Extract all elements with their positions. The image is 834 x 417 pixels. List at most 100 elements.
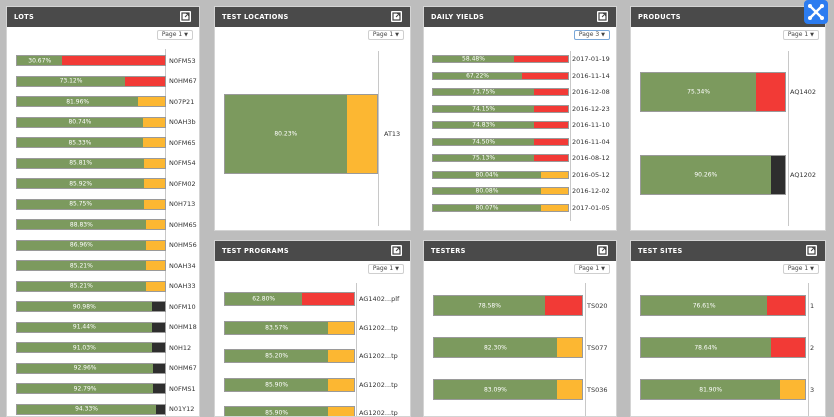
bar-row[interactable]: 85.21% N0AH33 — [16, 280, 199, 292]
yield-bar[interactable]: 78.64% — [640, 337, 806, 358]
yield-bar[interactable]: 81.96% — [16, 96, 166, 107]
yield-bar[interactable]: 74.83% — [432, 121, 569, 129]
page-selector[interactable]: Page 1 ▼ — [782, 264, 819, 274]
bar-row[interactable]: 80.23% AT13 — [224, 94, 410, 174]
yield-bar[interactable]: 86.96% — [16, 239, 166, 251]
bar-row[interactable]: 73.75% 2016-12-08 — [432, 88, 616, 96]
yield-bar[interactable]: 92.96% — [16, 362, 166, 374]
bar-row[interactable]: 85.90% AG1202...tp — [224, 377, 410, 392]
bar-row[interactable]: 85.92% N0FM02 — [16, 178, 199, 189]
yield-bar[interactable]: 80.07% — [432, 203, 569, 212]
bar-row[interactable]: 85.20% AG1202...tp — [224, 349, 410, 363]
yield-bar[interactable]: 85.33% — [16, 137, 166, 148]
panel-header: TESTERS — [424, 241, 616, 261]
expand-icon[interactable] — [391, 245, 402, 256]
yield-bar[interactable]: 81.90% — [640, 379, 806, 400]
bar-row[interactable]: 85.33% N0FM65 — [16, 137, 199, 148]
bar-row[interactable]: 80.74% N0AH3b — [16, 116, 199, 128]
yield-bar[interactable]: 74.50% — [432, 137, 569, 146]
yield-bar[interactable]: 85.81% — [16, 157, 166, 169]
bar-row[interactable]: 78.58% TS020 — [433, 295, 616, 316]
bar-row[interactable]: 88.83% N0HM65 — [16, 219, 199, 230]
yield-bar[interactable]: 92.79% — [16, 383, 166, 394]
yield-bar[interactable]: 73.12% — [16, 75, 166, 87]
yield-bar[interactable]: 85.75% — [16, 198, 166, 210]
yield-bar[interactable]: 75.13% — [432, 154, 569, 162]
bar-row[interactable]: 92.79% N0FMS1 — [16, 383, 199, 394]
expand-icon[interactable] — [391, 11, 402, 22]
bar-row[interactable]: 73.12% N0HM67 — [16, 75, 199, 87]
bar-label: 1 — [810, 301, 815, 310]
bar-row[interactable]: 91.44% N0HM18 — [16, 321, 199, 333]
bar-row[interactable]: 67.22% 2016-11-14 — [432, 71, 616, 80]
yield-bar[interactable]: 82.30% — [433, 337, 583, 358]
bar-row[interactable]: 75.13% 2016-08-12 — [432, 154, 616, 162]
page-selector[interactable]: Page 1 ▼ — [367, 30, 404, 40]
bar-row[interactable]: 74.83% 2016-11-10 — [432, 121, 616, 129]
page-selector[interactable]: Page 1 ▼ — [156, 30, 193, 40]
bar-row[interactable]: 80.08% 2016-12-02 — [432, 187, 616, 195]
page-selector[interactable]: Page 1 ▼ — [782, 30, 819, 40]
yield-bar[interactable]: 85.21% — [16, 260, 166, 271]
bar-row[interactable]: 94.33% N01Y12 — [16, 403, 199, 415]
yield-bar[interactable]: 78.58% — [433, 295, 583, 316]
yield-bar[interactable]: 80.23% — [224, 94, 378, 174]
bar-row[interactable]: 92.96% N0HM67 — [16, 362, 199, 374]
bar-row[interactable]: 85.75% N0H713 — [16, 198, 199, 210]
bar-row[interactable]: 81.96% N07P21 — [16, 96, 199, 107]
yield-bar[interactable]: 76.61% — [640, 295, 806, 316]
bar-row[interactable]: 76.61% 1 — [640, 295, 825, 316]
yield-bar[interactable]: 94.33% — [16, 403, 166, 415]
yield-bar[interactable]: 73.75% — [432, 88, 569, 96]
yield-bar[interactable]: 75.34% — [640, 72, 786, 112]
yield-bar[interactable]: 85.90% — [224, 377, 355, 392]
yield-bar[interactable]: 85.21% — [16, 280, 166, 292]
yield-bar[interactable]: 74.15% — [432, 104, 569, 113]
yield-bar[interactable]: 85.90% — [224, 406, 355, 416]
bar-row[interactable]: 75.34% AQ1402 — [640, 72, 825, 112]
yield-bar[interactable]: 90.98% — [16, 301, 166, 312]
yield-bar[interactable]: 83.57% — [224, 320, 355, 335]
yield-bar[interactable]: 90.26% — [640, 155, 786, 195]
yield-bar[interactable]: 91.03% — [16, 342, 166, 353]
bar-row[interactable]: 81.90% 3 — [640, 379, 825, 400]
page-selector[interactable]: Page 3 ▼ — [573, 30, 610, 40]
page-selector[interactable]: Page 1 ▼ — [367, 264, 404, 274]
app-logo[interactable] — [804, 0, 828, 24]
expand-icon[interactable] — [806, 245, 817, 256]
bar-row[interactable]: 74.50% 2016-11-04 — [432, 137, 616, 146]
yield-bar[interactable]: 62.80% — [224, 292, 355, 306]
yield-bar[interactable]: 91.44% — [16, 321, 166, 333]
bar-row[interactable]: 78.64% 2 — [640, 337, 825, 358]
bar-row[interactable]: 83.57% AG1202...tp — [224, 320, 410, 335]
bar-row[interactable]: 30.67% N0FM53 — [16, 55, 199, 66]
bar-row[interactable]: 62.80% AG1402...plf — [224, 292, 410, 306]
expand-icon[interactable] — [597, 245, 608, 256]
yield-bar[interactable]: 80.74% — [16, 116, 166, 128]
expand-icon[interactable] — [597, 11, 608, 22]
yield-bar[interactable]: 67.22% — [432, 71, 569, 80]
yield-bar[interactable]: 83.09% — [433, 379, 583, 400]
bar-row[interactable]: 83.09% TS036 — [433, 379, 616, 400]
yield-bar[interactable]: 30.67% — [16, 55, 166, 66]
yield-bar[interactable]: 80.04% — [432, 170, 569, 179]
yield-bar[interactable]: 80.08% — [432, 187, 569, 195]
yield-bar[interactable]: 88.83% — [16, 219, 166, 230]
bar-row[interactable]: 80.07% 2017-01-05 — [432, 203, 616, 212]
page-selector[interactable]: Page 1 ▼ — [573, 264, 610, 274]
bar-row[interactable]: 86.96% N0HM56 — [16, 239, 199, 251]
bar-row[interactable]: 58.48% 2017-01-19 — [432, 55, 616, 63]
yield-bar[interactable]: 58.48% — [432, 55, 569, 63]
yield-bar[interactable]: 85.20% — [224, 349, 355, 363]
bar-row[interactable]: 74.15% 2016-12-23 — [432, 104, 616, 113]
bar-row[interactable]: 85.81% N0FM54 — [16, 157, 199, 169]
bar-row[interactable]: 91.03% N0H12 — [16, 342, 199, 353]
bar-row[interactable]: 90.26% AQ1202 — [640, 155, 825, 195]
bar-row[interactable]: 80.04% 2016-05-12 — [432, 170, 616, 179]
yield-bar[interactable]: 85.92% — [16, 178, 166, 189]
bar-row[interactable]: 90.98% N0FM10 — [16, 301, 199, 312]
expand-icon[interactable] — [180, 11, 191, 22]
bar-row[interactable]: 85.21% N0AH34 — [16, 260, 199, 271]
bar-row[interactable]: 82.30% TS077 — [433, 337, 616, 358]
bar-row[interactable]: 85.90% AG1202...tp — [224, 406, 410, 416]
